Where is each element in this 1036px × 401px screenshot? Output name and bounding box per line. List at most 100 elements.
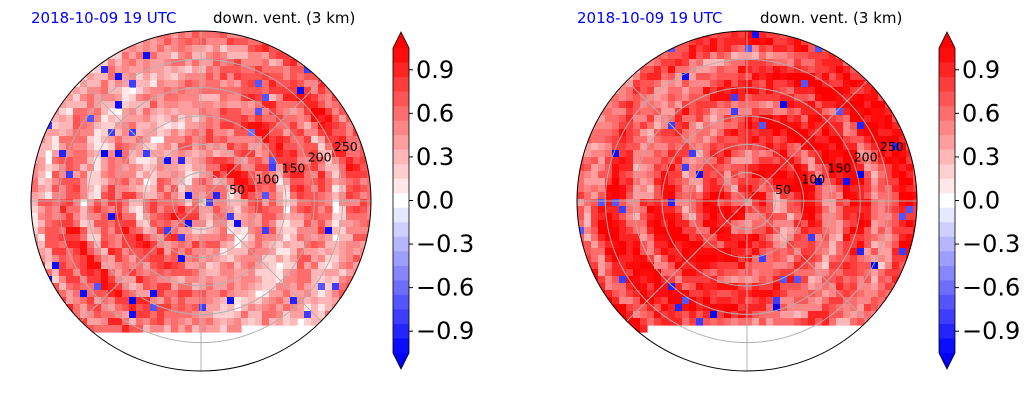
colorbar-tick-label: 0.6	[962, 99, 1000, 127]
heatmap-cell	[332, 143, 340, 151]
heatmap-cell	[248, 136, 256, 144]
heatmap-cell	[143, 206, 151, 214]
heatmap-cell	[269, 241, 277, 249]
heatmap-cell	[808, 178, 816, 186]
heatmap-cell	[836, 157, 844, 165]
heatmap-cell	[801, 164, 809, 172]
colorbar-swatch	[939, 77, 955, 93]
heatmap-cell	[122, 73, 130, 81]
heatmap-cell	[94, 290, 102, 298]
heatmap-cell	[185, 80, 193, 88]
heatmap-cell	[66, 136, 74, 144]
heatmap-cell	[836, 101, 844, 109]
heatmap-cell	[696, 213, 704, 221]
heatmap-cell	[185, 136, 193, 144]
heatmap-cell	[731, 38, 739, 46]
heatmap-cell	[780, 122, 788, 130]
heatmap-cell	[864, 80, 872, 88]
heatmap-cell	[682, 241, 690, 249]
colorbar-swatch	[939, 120, 955, 136]
heatmap-cell	[276, 234, 284, 242]
heatmap-cell	[899, 185, 907, 193]
heatmap-cell	[73, 311, 81, 319]
heatmap-cell	[696, 234, 704, 242]
heatmap-cell	[164, 94, 172, 102]
heatmap-cell	[654, 255, 662, 263]
heatmap-cell	[227, 248, 235, 256]
heatmap-cell	[794, 52, 802, 60]
heatmap-cell	[577, 143, 585, 151]
heatmap-cell	[80, 304, 88, 312]
heatmap-cell	[668, 66, 676, 74]
heatmap-cell	[815, 311, 823, 319]
heatmap-cell	[262, 269, 270, 277]
heatmap-cell	[234, 178, 242, 186]
heatmap-cell	[143, 45, 151, 53]
heatmap-cell	[696, 262, 704, 270]
heatmap-cell	[297, 276, 305, 284]
heatmap-cell	[332, 262, 340, 270]
heatmap-cell	[276, 150, 284, 158]
heatmap-cell	[101, 290, 109, 298]
heatmap-cell	[794, 276, 802, 284]
heatmap-cell	[696, 192, 704, 200]
heatmap-cell	[171, 318, 179, 326]
heatmap-cell	[738, 87, 746, 95]
heatmap-cell	[157, 185, 165, 193]
heatmap-cell	[906, 262, 914, 270]
heatmap-cell	[759, 38, 767, 46]
heatmap-cell	[206, 255, 214, 263]
heatmap-cell	[276, 87, 284, 95]
heatmap-cell	[703, 248, 711, 256]
heatmap-cell	[892, 262, 900, 270]
heatmap-cell	[710, 269, 718, 277]
heatmap-cell	[731, 73, 739, 81]
heatmap-cell	[108, 185, 116, 193]
heatmap-cell	[115, 185, 123, 193]
heatmap-cell	[227, 136, 235, 144]
heatmap-cell	[675, 45, 683, 53]
heatmap-cell	[311, 122, 319, 130]
heatmap-cell	[682, 122, 690, 130]
heatmap-cell	[661, 136, 669, 144]
heatmap-cell	[269, 227, 277, 235]
heatmap-cell	[80, 220, 88, 228]
heatmap-cell	[815, 241, 823, 249]
heatmap-cell	[815, 234, 823, 242]
heatmap-cell	[143, 136, 151, 144]
heatmap-cell	[290, 297, 298, 305]
heatmap-cell	[150, 248, 158, 256]
heatmap-cell	[787, 199, 795, 207]
heatmap-cell	[717, 311, 725, 319]
heatmap-cell	[234, 129, 242, 137]
heatmap-cell	[766, 262, 774, 270]
heatmap-cell	[122, 185, 130, 193]
heatmap-cell	[171, 227, 179, 235]
heatmap-cell	[325, 129, 333, 137]
heatmap-cell	[801, 185, 809, 193]
heatmap-cell	[108, 262, 116, 270]
heatmap-cell	[178, 192, 186, 200]
heatmap-cell	[696, 122, 704, 130]
heatmap-cell	[626, 115, 634, 123]
heatmap-cell	[283, 297, 291, 305]
heatmap-cell	[87, 276, 95, 284]
heatmap-cell	[136, 192, 144, 200]
heatmap-cell	[227, 31, 235, 39]
heatmap-cell	[843, 318, 851, 326]
heatmap-cell	[668, 143, 676, 151]
heatmap-cell	[171, 234, 179, 242]
heatmap-cell	[577, 199, 585, 207]
heatmap-cell	[731, 157, 739, 165]
heatmap-cell	[759, 248, 767, 256]
heatmap-cell	[598, 283, 606, 291]
heatmap-cell	[654, 192, 662, 200]
heatmap-cell	[234, 255, 242, 263]
heatmap-cell	[612, 115, 620, 123]
heatmap-cell	[108, 94, 116, 102]
heatmap-cell	[346, 255, 354, 263]
heatmap-cell	[59, 241, 67, 249]
heatmap-cell	[766, 178, 774, 186]
heatmap-cell	[738, 136, 746, 144]
heatmap-cell	[164, 115, 172, 123]
